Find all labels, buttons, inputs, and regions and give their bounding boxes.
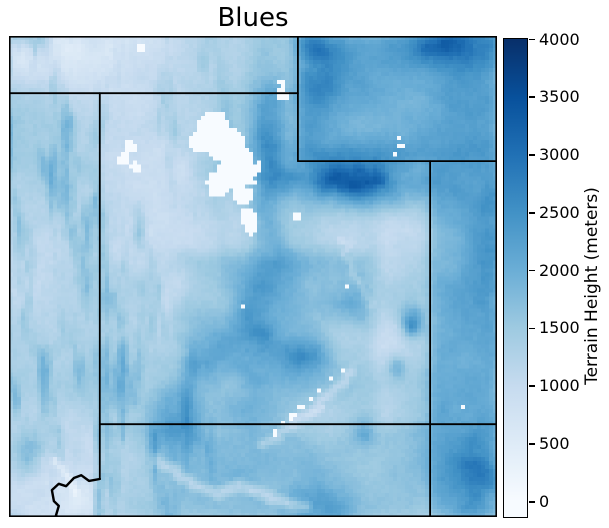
colorbar-tick-label: 3000 (539, 145, 580, 165)
colorbar-tick-mark (529, 327, 535, 330)
colorbar-tick-mark (529, 443, 535, 445)
terrain-heatmap-canvas (9, 36, 497, 517)
colorbar-tick-mark (529, 154, 535, 156)
colorbar-tick-label: 3500 (539, 87, 580, 107)
border-colorado-river-border (50, 474, 101, 517)
colorbar-tick-mark (529, 96, 535, 99)
axes-frame (9, 36, 497, 517)
colorbar (503, 38, 528, 518)
colorbar-tick-label: 2000 (539, 260, 580, 280)
figure-title: Blues (217, 3, 289, 33)
colorbar-tick-label: 1000 (539, 376, 580, 396)
colorbar-tick-mark (529, 501, 535, 503)
colorbar-axis-label: Terrain Height (meters) (582, 187, 602, 385)
colorbar-tick-label: 4000 (539, 29, 580, 49)
colorbar-tick-mark (529, 38, 535, 41)
colorbar-tick-mark (529, 269, 535, 272)
colorbar-tick-label: 0 (539, 491, 550, 511)
state-borders-overlay (9, 36, 497, 517)
colorbar-tick-label: 2500 (539, 202, 580, 222)
terrain-map (9, 36, 497, 517)
colorbar-tick-label: 500 (539, 434, 570, 453)
colorbar-tick-label: 1500 (539, 318, 580, 338)
colorbar-tick-mark (529, 212, 535, 214)
colorbar-tick-mark (529, 385, 535, 388)
